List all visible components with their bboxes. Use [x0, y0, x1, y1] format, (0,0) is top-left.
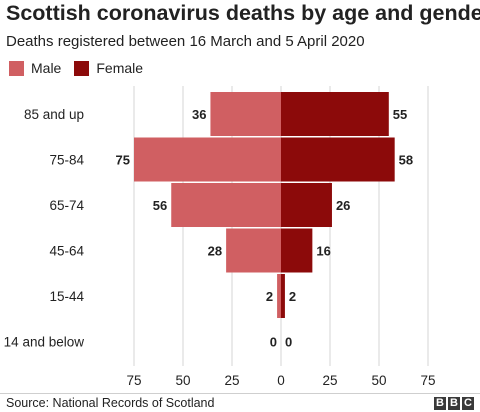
legend-swatch-female [74, 60, 90, 76]
category-label: 65-74 [49, 198, 84, 213]
data-label-male: 36 [192, 107, 206, 122]
logo-letter: B [448, 397, 460, 410]
bar-female [281, 137, 395, 182]
x-tick-label: 25 [224, 373, 239, 388]
x-tick-label: 75 [126, 373, 141, 388]
legend: Male Female [9, 59, 156, 77]
legend-swatch-male [9, 60, 24, 76]
chart-subtitle: Deaths registered between 16 March and 5… [6, 33, 365, 50]
x-tick-label: 75 [420, 373, 435, 388]
bar-male [210, 92, 281, 136]
category-label: 85 and up [24, 107, 84, 122]
data-label-male: 56 [153, 198, 167, 213]
legend-item-male: Male [9, 60, 61, 76]
legend-label-female: Female [96, 60, 144, 76]
footer-divider [0, 393, 480, 394]
bar-male [277, 274, 281, 318]
bar-male [171, 183, 281, 227]
data-label-female: 16 [316, 244, 330, 259]
x-tick-label: 50 [371, 373, 386, 388]
data-label-female: 55 [393, 107, 407, 122]
category-label: 45-64 [49, 244, 84, 259]
bar-male [134, 137, 281, 182]
x-tick-label: 25 [322, 373, 337, 388]
x-tick-label: 50 [175, 373, 190, 388]
data-label-female: 58 [399, 153, 413, 168]
bar-female [281, 183, 332, 227]
logo-letter: B [434, 397, 446, 410]
source-note: Source: National Records of Scotland [6, 396, 215, 410]
bar-male [226, 228, 281, 273]
data-label-female: 2 [289, 289, 296, 304]
bar-female [281, 92, 389, 136]
data-label-male: 28 [208, 244, 222, 259]
data-label-male: 2 [266, 289, 273, 304]
bbc-logo: B B C [434, 397, 474, 410]
data-label-female: 0 [285, 335, 292, 350]
x-tick-label: 0 [277, 373, 285, 388]
chart-title: Scottish coronavirus deaths by age and g… [6, 1, 480, 25]
data-label-female: 26 [336, 198, 350, 213]
data-label-male: 0 [270, 335, 277, 350]
category-label: 14 and below [4, 335, 85, 350]
bar-female [281, 274, 285, 318]
bar-female [281, 228, 313, 273]
legend-item-female: Female [74, 60, 143, 76]
category-label: 75-84 [49, 153, 84, 168]
data-label-male: 75 [116, 153, 130, 168]
category-label: 15-44 [49, 289, 84, 304]
logo-letter: C [462, 397, 474, 410]
legend-label-male: Male [31, 60, 62, 76]
